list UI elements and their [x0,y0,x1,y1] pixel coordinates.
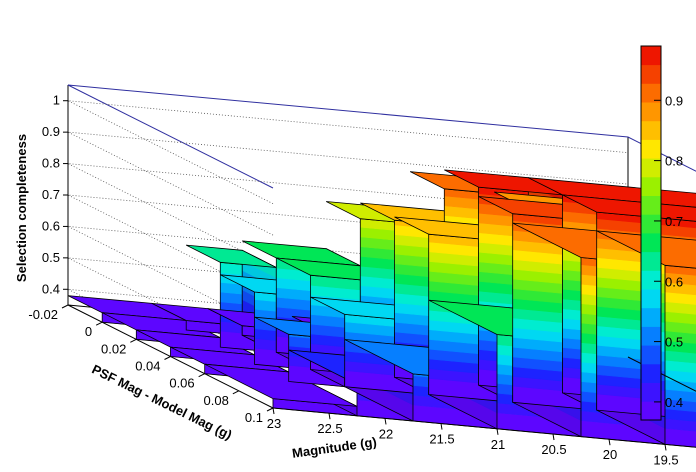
colorbar-tick-label: 0.9 [665,93,683,108]
y-tick-mark [232,390,240,395]
x-tick-label: 20.5 [541,442,566,457]
x-tick-mark [608,439,611,446]
colorbar-band [641,102,661,122]
z-tick-label: 0.4 [42,281,60,296]
x-tick-label: 19.5 [653,452,678,467]
colorbar-tick-label: 0.6 [665,274,683,289]
colorbar-band [641,195,661,215]
x-tick-mark [664,444,667,451]
colorbar-band [641,307,661,327]
colorbar-band [641,46,661,66]
face-outline [596,211,696,420]
colorbar-band [641,176,661,196]
colorbar-band [641,120,661,140]
colorbar-tick-label: 0.4 [665,395,683,410]
colorbar-band [641,382,661,402]
front-frame [272,356,696,448]
y-tick-mark [198,373,205,378]
x-tick-mark [496,428,499,435]
x-tick-mark [552,433,555,441]
x-tick-label: 22 [379,426,393,441]
colorbar-band [641,401,661,421]
y-tick-label: 0.06 [169,376,194,391]
colorbar-band [641,139,661,159]
colorbar-band [641,158,661,178]
x-tick-label: 21.5 [429,432,454,447]
y-tick-mark [130,338,137,343]
colorbar-band [641,64,661,84]
y-tick-label: 0 [85,324,92,339]
z-tick-label: 0.9 [42,124,60,139]
z-tick-label: 0.8 [42,156,60,171]
face-outline [664,264,696,448]
colorbar-band [641,251,661,271]
y-tick-mark [266,407,274,412]
colorbar-tick-label: 0.7 [665,214,683,229]
bars [67,169,696,448]
bar-top-face [562,194,696,222]
colorbar-band [641,233,661,253]
y-tick-mark [95,321,103,326]
top-frame [67,84,696,189]
y-tick-label: 0.08 [204,393,229,408]
y-tick-mark [164,356,171,360]
colorbar-tick-label: 0.8 [665,154,683,169]
x-tick-label: 22.5 [317,421,342,436]
colorbar-band [641,345,661,365]
colorbar-band [641,326,661,346]
x-tick-mark [440,423,443,430]
colorbar-band [641,83,661,103]
x-tick-mark [384,418,387,425]
x-tick-label: 23 [267,416,281,431]
colorbar-frame [640,45,662,421]
colorbar-band [641,363,661,383]
floor-front-edges [272,356,696,448]
z-axis-label: Selection completeness [14,134,29,282]
z-tick-label: 0.5 [42,250,60,265]
bar-front-face [664,264,696,448]
colorbar-tick-label: 0.5 [665,335,683,350]
x-tick-mark [328,413,331,420]
x-tick-label: 21 [491,437,505,452]
colorbar-band [641,270,661,290]
colorbar: 0.4 0.5 0.6 0.7 0.8 0.9 [640,45,683,421]
x-tick-label: 20 [603,447,617,462]
colorbar-band [641,289,661,309]
y-tick-mark [61,304,69,309]
z-tick-label: 0.7 [42,187,60,202]
y-tick-label: 0.02 [101,341,126,356]
x-axis-label: Magnitude (g) [291,434,377,461]
y-tick-label: -0.02 [28,307,58,322]
z-tick-label: 1 [53,93,60,108]
ticks: 0.4 0.5 0.6 0.7 0.8 0.9 1 -0.02 0 0.02 0.04 0.06 0.0… [28,93,678,468]
y-tick-label: 0.1 [245,410,263,425]
x-tick-mark [272,407,275,415]
y-tick-label: 0.04 [135,359,160,374]
z-tick-label: 0.6 [42,218,60,233]
colorbar-band [641,214,661,234]
